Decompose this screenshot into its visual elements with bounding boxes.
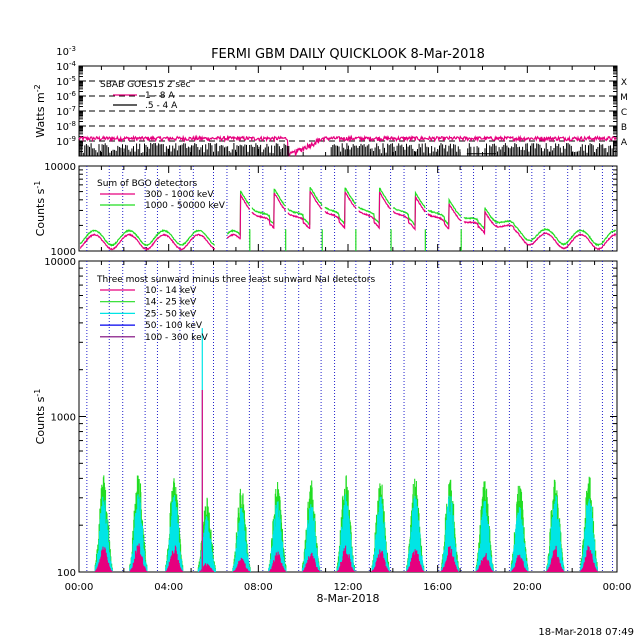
x-tick-label: 12:00 (334, 582, 363, 593)
legend-label: 1000 - 50000 keV (145, 201, 226, 211)
y-tick-label: 10-4 (56, 60, 76, 73)
x-tick-label: 00:00 (65, 582, 94, 593)
series-line (510, 554, 529, 572)
series-line (79, 186, 616, 247)
series-line (129, 543, 148, 572)
series-line (406, 495, 425, 572)
x-tick-label: 20:00 (513, 582, 542, 593)
x-tick-label: 08:00 (244, 582, 273, 593)
legend-label: 50 - 100 keV (145, 321, 203, 331)
series-line (94, 546, 113, 572)
y-tick-label: 10-8 (56, 120, 76, 133)
series-line (336, 494, 355, 572)
legend-label: 100 - 300 keV (145, 333, 209, 343)
x-tick-label: 00:00 (603, 582, 632, 593)
series-line (301, 504, 321, 572)
y-tick-label: 10-9 (56, 135, 76, 148)
flare-class-label: B (621, 123, 627, 133)
y-tick-label: 10-3 (56, 45, 76, 58)
series-line (94, 496, 113, 572)
series-line (579, 498, 598, 572)
footer-timestamp: 18-Mar-2018 07:49 (538, 627, 634, 638)
legend-label: 300 - 1000 keV (145, 190, 214, 200)
series-line (371, 549, 390, 572)
x-tick-label: 04:00 (154, 582, 183, 593)
flare-class-label: A (621, 138, 628, 148)
series-line (79, 190, 617, 251)
series-line (268, 551, 286, 572)
series-line (371, 496, 390, 572)
series-line (546, 495, 565, 572)
y-tick-label: 10-5 (56, 75, 76, 88)
legend-label: 1 - 8 A (145, 91, 175, 101)
series-line (440, 495, 459, 572)
series-line (268, 501, 287, 572)
series-line (475, 500, 494, 572)
series-line (78, 134, 617, 157)
series-line (510, 507, 529, 572)
y-tick-label: 10-7 (56, 105, 76, 118)
y-tick-label: 1000 (51, 413, 76, 424)
series-line (232, 557, 251, 572)
legend-label: 25 - 50 keV (145, 309, 197, 319)
legend-title: SBAB GOES15 2 sec (100, 80, 191, 90)
legend-title: Sum of BGO detectors (97, 179, 198, 189)
series-line (475, 553, 494, 572)
y-tick-label: 10-6 (56, 90, 76, 103)
series-line (406, 549, 425, 572)
series-line (79, 142, 618, 156)
legend-label: 10 - 14 keV (145, 286, 197, 296)
legend-label: .5 - 4 A (145, 101, 178, 111)
series-line (165, 495, 184, 572)
series-line (440, 546, 459, 572)
y-axis-label: Counts s-1 (33, 181, 47, 237)
flare-class-label: X (621, 78, 627, 88)
series-line (232, 507, 251, 572)
y-tick-label: 10000 (44, 162, 76, 173)
y-axis-label: Watts m-2 (33, 84, 47, 137)
y-tick-label: 10000 (44, 257, 76, 268)
y-axis-label: Counts s-1 (33, 389, 47, 445)
x-axis-label: 8-Mar-2018 (317, 592, 380, 605)
legend-title: Three most sunward minus three least sun… (96, 275, 375, 285)
y-tick-label: 100 (57, 568, 76, 579)
series-line (546, 545, 565, 572)
flare-class-label: C (621, 108, 627, 118)
x-tick-label: 16:00 (423, 582, 452, 593)
flare-class-label: M (620, 93, 628, 103)
panel-nai: Counts s-1 Three most sunward minus three… (33, 260, 618, 573)
series-line (165, 545, 184, 572)
chart-title: FERMI GBM DAILY QUICKLOOK 8-Mar-2018 (211, 47, 485, 62)
series-line (302, 552, 321, 572)
y-tick-label: 1000 (51, 247, 76, 258)
series-line (336, 545, 355, 572)
legend-label: 14 - 25 keV (145, 298, 197, 308)
series-line (580, 545, 599, 572)
